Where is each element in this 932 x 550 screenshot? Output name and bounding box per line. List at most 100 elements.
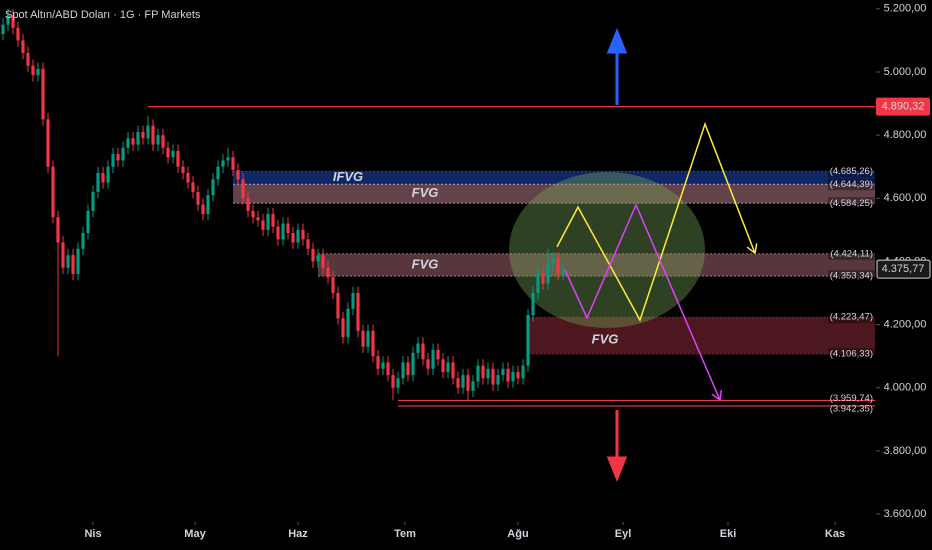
- up-arrow: [606, 27, 628, 105]
- candle-body: [51, 166, 55, 218]
- level-price-box: [876, 97, 930, 116]
- x-tick-label: May: [184, 528, 206, 540]
- candle-body: [401, 362, 405, 379]
- price-label-bg: [828, 311, 875, 324]
- candle-body: [56, 217, 60, 243]
- candle-body: [496, 375, 500, 385]
- candle-body: [121, 147, 125, 161]
- price-label-bg: [828, 247, 875, 260]
- candle-body: [381, 362, 385, 369]
- candle-body: [516, 371, 520, 379]
- fvg-zone: [233, 171, 875, 185]
- candle-body: [281, 223, 285, 240]
- candle-body: [296, 229, 300, 243]
- y-tick-label: 3.800,00: [884, 445, 927, 457]
- x-tick-label: Kas: [825, 528, 845, 540]
- candle-body: [166, 147, 170, 158]
- candle-body: [241, 179, 245, 199]
- candle-body: [31, 65, 35, 76]
- candle-body: [201, 204, 205, 215]
- candle-body: [546, 264, 550, 284]
- price-label-bg: [828, 348, 875, 361]
- price-label: (4.353,34): [830, 271, 873, 282]
- candle-body: [351, 292, 355, 309]
- candle-body: [356, 292, 360, 331]
- candle-body: [61, 242, 65, 268]
- candle-body: [551, 258, 555, 265]
- zone-label: FVG: [412, 256, 439, 271]
- last-price-label: 4.375,77: [882, 263, 925, 275]
- candle-body: [326, 267, 330, 278]
- candle-body: [71, 255, 75, 275]
- candle-body: [421, 343, 425, 360]
- x-tick-label: Tem: [394, 528, 416, 540]
- level-price-label: (3.942,35): [830, 403, 873, 414]
- candle-body: [506, 368, 510, 382]
- candle-body: [476, 365, 480, 382]
- candle-body: [391, 375, 395, 388]
- candle-body: [101, 173, 105, 183]
- zone-label: IFVG: [333, 169, 363, 184]
- down-arrow: [606, 410, 628, 483]
- candle-body: [171, 150, 175, 158]
- price-label-bg: [828, 165, 875, 178]
- candle-body: [346, 308, 350, 338]
- fvg-zone: [233, 184, 875, 204]
- candle-body: [1, 24, 5, 35]
- candle-body: [451, 362, 455, 379]
- price-label: (4.424,11): [830, 248, 873, 259]
- price-label: (4.685,26): [830, 166, 873, 177]
- candle-body: [196, 191, 200, 205]
- candle-body: [441, 359, 445, 372]
- candle-body: [81, 233, 85, 249]
- candle-body: [226, 157, 230, 161]
- candle-body: [76, 248, 80, 275]
- candle-body: [161, 135, 165, 148]
- candle-body: [521, 365, 525, 379]
- x-tick-label: Ağu: [507, 528, 528, 540]
- candle-body: [331, 277, 335, 293]
- candle-body: [131, 138, 135, 145]
- candle-body: [376, 356, 380, 369]
- candle-body: [211, 179, 215, 196]
- candle-body: [406, 362, 410, 376]
- candle-body: [246, 198, 250, 211]
- candle-body: [16, 27, 20, 41]
- candle-body: [316, 255, 320, 262]
- candle-body: [526, 315, 530, 366]
- y-tick-label: 4.800,00: [884, 129, 927, 141]
- candle-body: [146, 125, 150, 139]
- candle-body: [321, 255, 325, 268]
- candle-body: [106, 166, 110, 183]
- candle-body: [396, 378, 400, 388]
- price-label: (4.223,47): [830, 312, 873, 323]
- candle-body: [456, 378, 460, 388]
- candle-body: [486, 368, 490, 379]
- projection-arrowhead: [719, 390, 723, 401]
- candle-body: [191, 182, 195, 192]
- candle-body: [21, 40, 25, 54]
- projection-arrowhead: [754, 243, 758, 254]
- last-price-box: [876, 259, 931, 279]
- candle-body: [271, 214, 275, 227]
- x-tick-label: Haz: [288, 528, 308, 540]
- projection-path: [556, 121, 756, 323]
- projection-path: [564, 203, 721, 401]
- candle-body: [221, 160, 225, 167]
- candle-body: [111, 154, 115, 167]
- candle-body: [481, 365, 485, 379]
- price-label-bg: [828, 178, 875, 191]
- candle-body: [251, 210, 255, 218]
- candle-body: [96, 173, 100, 192]
- candle-body: [151, 125, 155, 145]
- candle-body: [366, 330, 370, 347]
- price-label: (4.644,39): [830, 179, 873, 190]
- price-label: (4.584,25): [830, 198, 873, 209]
- candle-body: [86, 210, 90, 234]
- candle-body: [126, 138, 130, 148]
- zone-label: FVG: [412, 185, 439, 200]
- y-tick-label: 5.200,00: [884, 3, 927, 15]
- candle-body: [361, 330, 365, 347]
- price-label-bg: [828, 270, 875, 283]
- x-tick-label: Nis: [84, 528, 101, 540]
